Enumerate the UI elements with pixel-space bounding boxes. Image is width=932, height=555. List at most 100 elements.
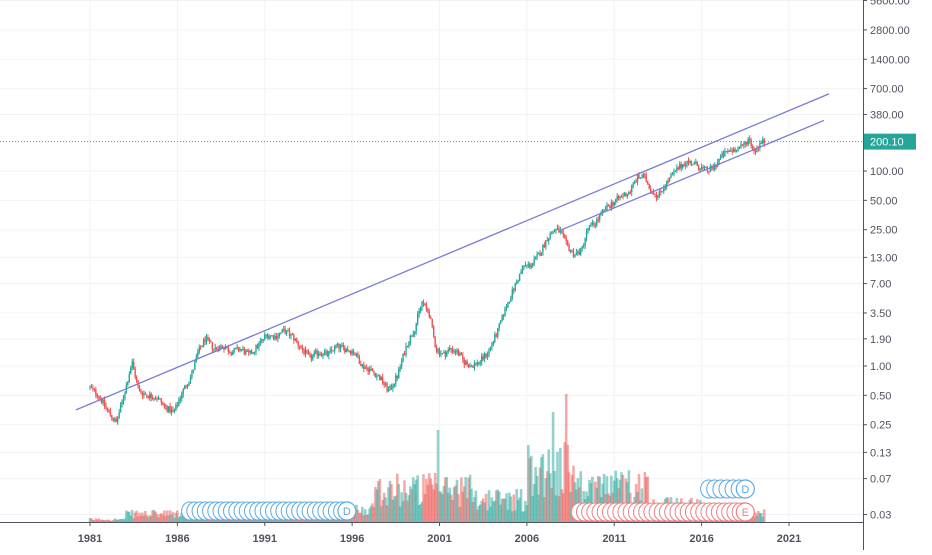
candle-body — [582, 245, 585, 247]
volume-bar — [620, 472, 623, 522]
volume-bar — [494, 490, 498, 522]
candle-body — [121, 400, 123, 405]
volume-bar — [612, 480, 616, 522]
volume-bar — [119, 519, 122, 522]
candle-body — [202, 339, 205, 347]
volume-bar — [551, 412, 555, 522]
candle-body — [517, 280, 519, 282]
volume-bar — [90, 518, 93, 522]
volume-bar — [505, 493, 508, 522]
volume-bar — [375, 489, 379, 522]
earnings-marker-label: E — [742, 507, 749, 519]
candle-body — [245, 350, 247, 355]
volume-bar — [183, 517, 186, 522]
candle-body — [760, 142, 763, 144]
candle-body — [272, 335, 275, 340]
candle-body — [718, 158, 720, 163]
volume-bar — [762, 509, 766, 522]
dividend-marker-head — [337, 501, 357, 521]
candle-body — [303, 350, 305, 354]
candle-body — [317, 353, 320, 356]
volume-bar — [518, 497, 521, 522]
candle-body — [664, 186, 666, 189]
candle-body — [568, 245, 570, 252]
volume-bar — [444, 477, 447, 522]
candle-body — [747, 138, 749, 145]
candle-body — [724, 151, 726, 157]
volume-bar — [467, 477, 470, 522]
volume-bar — [471, 502, 475, 522]
volume-bar — [135, 510, 138, 522]
candle-body — [467, 364, 470, 368]
candle-body — [297, 341, 299, 346]
last-price-label: 200.10 — [870, 137, 904, 149]
volume-bar — [404, 493, 408, 522]
candle-body — [282, 328, 285, 330]
volume-bar — [573, 482, 577, 522]
volume-bar — [524, 501, 527, 522]
volume-bar — [177, 517, 181, 522]
candle-body — [543, 244, 546, 248]
candle-body — [253, 351, 256, 353]
volume-bar — [758, 513, 762, 522]
candle-body — [628, 192, 630, 195]
volume-bar — [101, 520, 105, 522]
candle-body — [687, 160, 690, 163]
candle-body — [492, 341, 495, 345]
candle-body — [194, 361, 196, 370]
candle-body — [615, 199, 617, 202]
volume-bar — [174, 512, 178, 522]
candle-body — [103, 399, 106, 406]
volume-bar — [442, 485, 446, 522]
candle-body — [501, 315, 503, 322]
candle-body — [609, 206, 611, 208]
candle-body — [230, 352, 232, 355]
volume-bar — [451, 499, 454, 522]
volume-bar — [441, 494, 444, 522]
candle-body — [564, 235, 566, 238]
candle-body — [361, 364, 364, 367]
candle-body — [368, 369, 371, 372]
candle-body — [333, 345, 336, 352]
x-tick-label: 2011 — [602, 533, 626, 545]
candle-body — [151, 397, 154, 400]
volume-bar — [512, 494, 516, 522]
volume-bar — [480, 500, 484, 522]
y-tick-label: 0.13 — [870, 447, 891, 459]
volume-bar — [378, 479, 382, 522]
volume-bar — [430, 484, 434, 522]
candle-body — [127, 381, 129, 385]
candle-body — [326, 351, 329, 356]
candle-body — [562, 232, 564, 236]
candle-body — [523, 266, 525, 268]
volume-bar — [146, 517, 150, 522]
candle-body — [412, 333, 414, 337]
candle-body — [598, 214, 601, 220]
candle-body — [705, 166, 707, 168]
candle-body — [287, 330, 289, 332]
candle-body — [150, 393, 152, 398]
volume-bar — [452, 487, 456, 522]
volume-bar — [391, 499, 395, 522]
volume-bar — [397, 483, 401, 522]
candle-body — [265, 334, 267, 336]
candle-body — [438, 349, 441, 355]
volume-bar — [419, 504, 422, 522]
candle-body — [170, 409, 173, 413]
volume-bar — [94, 518, 98, 522]
volume-bar — [371, 503, 374, 522]
volume-bar — [591, 476, 594, 522]
candle-body — [441, 353, 444, 355]
volume-bar — [621, 474, 625, 522]
candle-body — [98, 396, 100, 398]
candle-body — [183, 385, 186, 389]
candle-body — [156, 398, 158, 400]
candle-body — [741, 144, 744, 146]
volume-bar — [178, 516, 182, 522]
volume-bar — [532, 483, 536, 522]
candle-body — [352, 351, 355, 354]
volume-bar — [128, 511, 131, 522]
volume-bar — [566, 444, 569, 522]
